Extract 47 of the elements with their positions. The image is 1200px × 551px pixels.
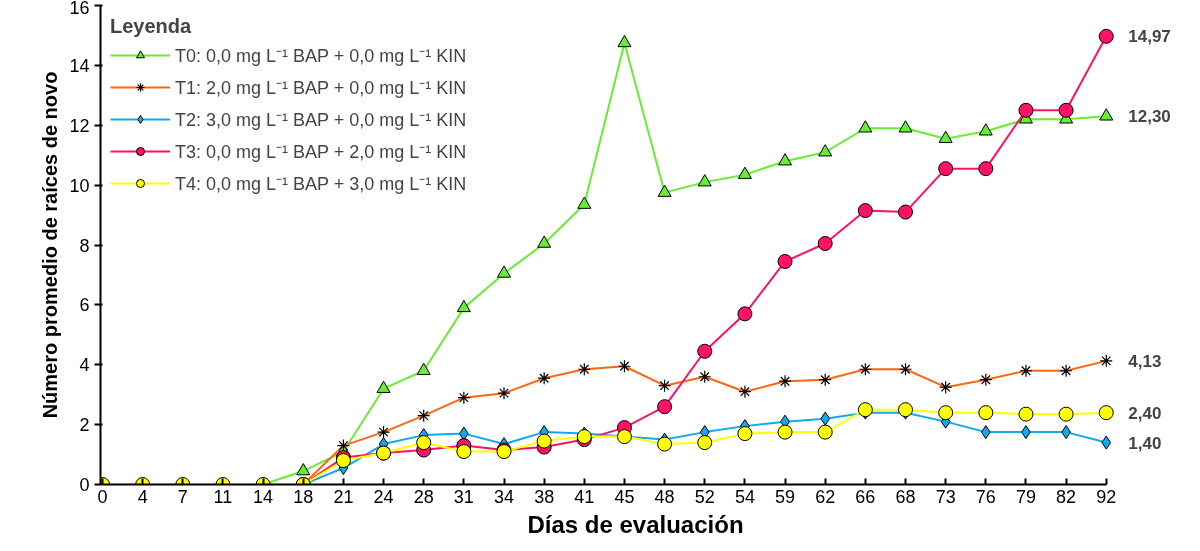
annotation: 4,13: [1128, 351, 1162, 371]
x-axis-title: Días de evaluación: [527, 510, 744, 538]
x-tick-label: 68: [895, 486, 916, 507]
annotation: 2,40: [1128, 403, 1162, 423]
x-tick-label: 62: [815, 486, 836, 507]
legend-label: T3: 0,0 mg L⁻¹ BAP + 2,0 mg L⁻¹ KIN: [175, 141, 467, 163]
x-tick-label: 82: [1056, 486, 1077, 507]
annotation: 14,97: [1128, 27, 1171, 47]
legend-title: Leyenda: [110, 15, 193, 38]
x-tick-label: 38: [534, 486, 555, 507]
x-tick-label: 52: [694, 486, 715, 507]
x-tick-label: 0: [97, 486, 108, 507]
legend-label: T2: 3,0 mg L⁻¹ BAP + 0,0 mg L⁻¹ KIN: [175, 109, 467, 131]
x-tick-label: 28: [413, 486, 434, 507]
legend-label: T1: 2,0 mg L⁻¹ BAP + 0,0 mg L⁻¹ KIN: [175, 77, 467, 99]
y-tick-label: 16: [69, 0, 90, 18]
x-tick-label: 48: [654, 486, 675, 507]
legend-label: T4: 0,0 mg L⁻¹ BAP + 3,0 mg L⁻¹ KIN: [175, 173, 467, 195]
x-tick-label: 66: [855, 486, 876, 507]
x-tick-label: 21: [333, 486, 354, 507]
x-tick-label: 73: [935, 486, 956, 507]
x-tick-label: 11: [213, 486, 233, 507]
y-axis-title: Número promedio de raíces de novo: [39, 71, 62, 419]
y-tick-label: 6: [79, 295, 90, 316]
annotation: 12,30: [1128, 107, 1171, 127]
x-tick-label: 92: [1096, 486, 1117, 507]
y-tick-label: 10: [69, 175, 90, 196]
x-tick-label: 31: [453, 486, 474, 507]
y-tick-label: 8: [79, 235, 90, 256]
y-tick-label: 14: [69, 55, 90, 76]
x-tick-label: 18: [293, 486, 314, 507]
x-tick-label: 34: [494, 486, 515, 507]
y-tick-label: 4: [79, 355, 90, 376]
x-tick-label: 4: [137, 486, 148, 507]
x-tick-label: 54: [734, 486, 755, 507]
y-tick-label: 12: [69, 115, 90, 136]
x-tick-label: 24: [373, 486, 394, 507]
x-tick-label: 41: [574, 486, 595, 507]
y-tick-label: 2: [79, 415, 90, 436]
legend-label: T0: 0,0 mg L⁻¹ BAP + 0,0 mg L⁻¹ KIN: [175, 45, 467, 67]
x-tick-label: 7: [177, 486, 188, 507]
x-tick-label: 79: [1015, 486, 1036, 507]
annotation: 1,40: [1128, 433, 1162, 453]
x-tick-label: 59: [775, 486, 796, 507]
x-tick-label: 76: [975, 486, 996, 507]
x-tick-label: 14: [253, 486, 274, 507]
x-tick-label: 45: [614, 486, 635, 507]
